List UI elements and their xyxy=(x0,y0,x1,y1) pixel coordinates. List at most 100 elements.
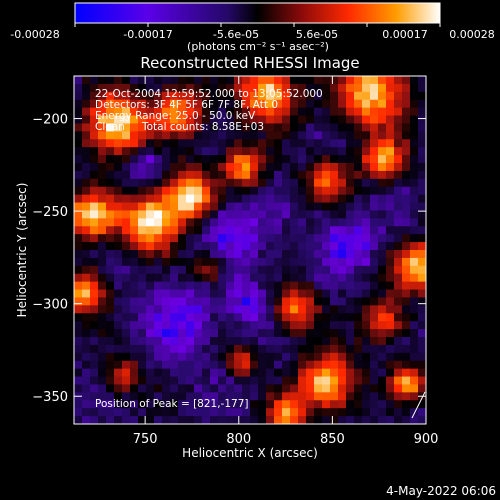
heat-cell xyxy=(226,155,235,164)
heat-cell xyxy=(346,234,355,243)
heat-cell xyxy=(330,194,339,204)
heat-cell xyxy=(226,337,235,346)
heat-cell xyxy=(162,305,171,314)
heat-cell xyxy=(386,416,395,424)
plot-frame xyxy=(73,75,427,425)
colorbar-tick-label: -5.6e-05 xyxy=(213,28,259,41)
heat-cell xyxy=(394,139,403,148)
heat-cell xyxy=(362,297,371,306)
heat-cell xyxy=(354,170,363,180)
heat-cell xyxy=(218,250,227,259)
heat-cell xyxy=(202,163,211,172)
heat-cell xyxy=(394,305,403,314)
heat-cell xyxy=(194,178,203,188)
heat-cell xyxy=(418,344,426,354)
heat-cell xyxy=(354,186,363,196)
heat-cell xyxy=(314,202,323,212)
heat-cell xyxy=(282,416,291,424)
heat-cell xyxy=(202,250,211,259)
heat-cell xyxy=(322,202,331,212)
heat-cell xyxy=(402,194,411,204)
heat-cell xyxy=(330,360,339,370)
heat-cell xyxy=(210,344,219,354)
heat-cell xyxy=(82,194,91,204)
heat-cell xyxy=(338,368,347,378)
heat-cell xyxy=(74,257,83,267)
heat-cell xyxy=(290,250,299,259)
heat-cell xyxy=(402,155,411,164)
heat-cell xyxy=(418,384,426,393)
heat-cell xyxy=(362,91,371,101)
heat-cell xyxy=(346,163,355,172)
heat-cell xyxy=(298,297,307,306)
heat-cell xyxy=(154,194,163,204)
heat-cell xyxy=(402,76,411,85)
heat-cell xyxy=(346,242,355,251)
heat-cell xyxy=(418,218,426,227)
heat-cell xyxy=(330,123,339,132)
heat-cell xyxy=(170,265,179,275)
heat-cell xyxy=(138,147,147,156)
heat-cell xyxy=(418,289,426,299)
heat-cell xyxy=(162,416,171,424)
heat-cell xyxy=(370,139,379,148)
heat-cell xyxy=(146,273,155,283)
heat-cell xyxy=(82,376,91,386)
heat-cell xyxy=(154,234,163,243)
heat-cell xyxy=(114,194,123,204)
heat-cell xyxy=(282,337,291,346)
heat-cell xyxy=(90,352,99,362)
heat-cell xyxy=(170,234,179,243)
heat-cell xyxy=(290,234,299,243)
heat-cell xyxy=(266,313,275,322)
heat-cell xyxy=(202,416,211,424)
heat-cell xyxy=(146,170,155,180)
heat-cell xyxy=(338,178,347,188)
heat-cell xyxy=(346,265,355,275)
heat-cell xyxy=(98,360,107,370)
heat-cell xyxy=(98,194,107,204)
heat-cell xyxy=(330,305,339,314)
heat-cell xyxy=(290,368,299,378)
heat-cell xyxy=(354,147,363,156)
heat-cell xyxy=(298,273,307,283)
heat-cell xyxy=(314,352,323,362)
heat-cell xyxy=(394,416,403,424)
heat-cell xyxy=(218,376,227,386)
heat-cell xyxy=(82,297,91,306)
heat-cell xyxy=(154,250,163,259)
heat-cell xyxy=(322,242,331,251)
heat-cell xyxy=(98,242,107,251)
heat-cell xyxy=(202,234,211,243)
heat-cell xyxy=(154,202,163,212)
heat-cell xyxy=(298,234,307,243)
heat-cell xyxy=(74,321,83,330)
heat-cell xyxy=(226,91,235,101)
heat-cell xyxy=(418,305,426,314)
heat-cell xyxy=(146,265,155,275)
heat-cell xyxy=(202,178,211,188)
heat-cell xyxy=(106,91,115,101)
heat-cell xyxy=(210,376,219,386)
heat-cell xyxy=(378,273,387,283)
heat-cell xyxy=(290,76,299,85)
heat-cell xyxy=(298,360,307,370)
heat-cell xyxy=(162,226,171,235)
heat-cell xyxy=(210,321,219,330)
heat-cell xyxy=(378,218,387,227)
heat-cell xyxy=(98,91,107,101)
heat-cell xyxy=(386,115,395,125)
heat-cell xyxy=(298,178,307,188)
heat-cell xyxy=(258,400,267,409)
heat-cell xyxy=(354,368,363,378)
heat-cell xyxy=(250,194,259,204)
heat-cell xyxy=(314,76,323,85)
heat-cell xyxy=(314,83,323,93)
heat-cell xyxy=(394,368,403,378)
heat-cell xyxy=(170,226,179,235)
heat-cell xyxy=(378,131,387,140)
heat-cell xyxy=(114,115,123,125)
heat-cell xyxy=(394,170,403,180)
heat-cell xyxy=(178,186,187,196)
heat-cell xyxy=(258,329,267,338)
